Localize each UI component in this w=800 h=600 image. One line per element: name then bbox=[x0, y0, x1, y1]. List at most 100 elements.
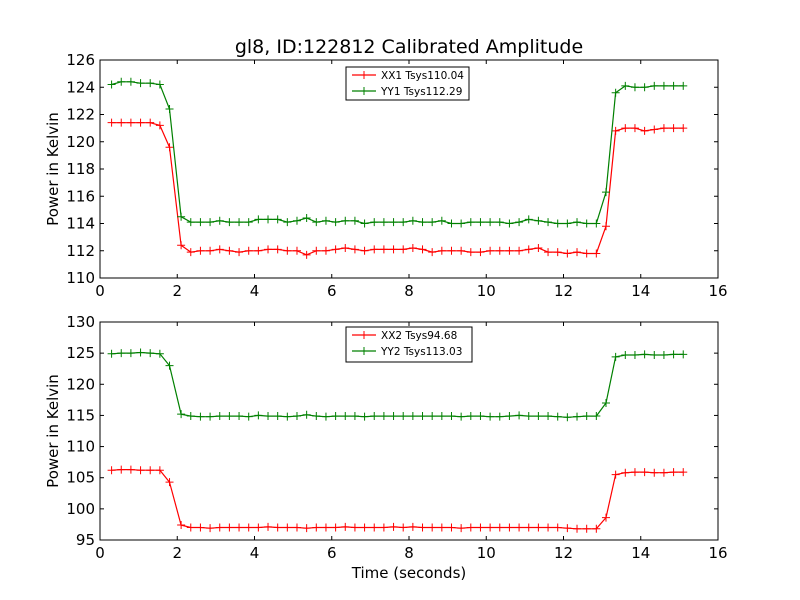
data-point-marker bbox=[206, 524, 215, 533]
data-point-marker bbox=[582, 412, 591, 421]
data-point-marker bbox=[486, 412, 495, 421]
legend-box bbox=[345, 326, 473, 363]
data-point-marker bbox=[466, 218, 475, 227]
data-point-marker bbox=[553, 412, 562, 421]
legend-box bbox=[345, 66, 470, 101]
legend-marker bbox=[360, 331, 368, 339]
data-point-marker bbox=[457, 412, 466, 421]
data-point-marker bbox=[350, 412, 359, 421]
data-point-marker bbox=[486, 246, 495, 255]
data-point-marker bbox=[563, 219, 572, 228]
plot-1: 0 2 4 6 8 10 12 14 16 110 112 114 116 118 120 122 124 126… bbox=[44, 51, 728, 300]
data-point-marker bbox=[235, 412, 244, 421]
data-point-marker bbox=[466, 248, 475, 257]
data-point-marker bbox=[186, 248, 195, 257]
legend-label: YY1 Tsys112.29 bbox=[380, 86, 462, 98]
data-point-marker bbox=[669, 124, 678, 133]
data-point-marker bbox=[418, 412, 427, 421]
data-point-marker bbox=[225, 412, 234, 421]
data-point-marker bbox=[107, 80, 116, 89]
data-point-marker bbox=[563, 249, 572, 258]
data-point-marker bbox=[244, 218, 253, 227]
data-point-marker bbox=[302, 524, 311, 533]
data-point-marker bbox=[515, 411, 524, 420]
data-point-marker bbox=[331, 523, 340, 532]
data-point-marker bbox=[341, 522, 350, 531]
data-point-marker bbox=[225, 523, 234, 532]
data-point-marker bbox=[244, 523, 253, 532]
data-point-marker bbox=[302, 250, 311, 259]
data-point-marker bbox=[292, 412, 301, 421]
data-point-marker bbox=[283, 523, 292, 532]
x-tick-label: 4 bbox=[250, 282, 260, 300]
data-point-marker bbox=[283, 246, 292, 255]
data-point-marker bbox=[235, 523, 244, 532]
data-point-marker bbox=[341, 244, 350, 253]
legend-label: YY2 Tsys113.03 bbox=[380, 346, 462, 358]
plots: 0 2 4 6 8 10 12 14 16110112114116118120122124126… bbox=[44, 51, 728, 562]
data-point-marker bbox=[399, 412, 408, 421]
legend-marker bbox=[360, 71, 368, 79]
data-point-marker bbox=[534, 523, 543, 532]
data-point-marker bbox=[126, 349, 135, 358]
data-point-marker bbox=[476, 412, 485, 421]
y-tick-label: 130 bbox=[66, 313, 95, 331]
data-point-marker bbox=[630, 468, 639, 477]
data-point-marker bbox=[186, 412, 195, 421]
data-point-marker bbox=[553, 248, 562, 257]
data-point-marker bbox=[341, 412, 350, 421]
data-point-marker bbox=[592, 219, 601, 228]
legend-label: XX2 Tsys94.68 bbox=[381, 330, 457, 342]
data-point-marker bbox=[659, 468, 668, 477]
data-point-marker bbox=[399, 245, 408, 254]
data-point-marker bbox=[408, 412, 417, 421]
x-tick-label: 6 bbox=[327, 282, 337, 300]
data-point-marker bbox=[621, 468, 630, 477]
data-point-marker bbox=[650, 351, 659, 360]
data-point-marker bbox=[136, 118, 145, 127]
data-point-marker bbox=[321, 412, 330, 421]
data-point-marker bbox=[273, 215, 282, 224]
data-point-marker bbox=[476, 218, 485, 227]
data-point-marker bbox=[563, 524, 572, 533]
data-point-marker bbox=[117, 465, 126, 474]
data-point-marker bbox=[659, 81, 668, 90]
data-point-marker bbox=[312, 412, 321, 421]
data-point-marker bbox=[146, 118, 155, 127]
x-tick-label: 2 bbox=[172, 282, 182, 300]
data-point-marker bbox=[418, 523, 427, 532]
data-point-marker bbox=[341, 216, 350, 225]
data-point-marker bbox=[495, 523, 504, 532]
data-point-marker bbox=[437, 523, 446, 532]
data-point-marker bbox=[640, 468, 649, 477]
y-axis-label: Power in Kelvin bbox=[44, 112, 62, 226]
data-point-marker bbox=[418, 245, 427, 254]
data-point-marker bbox=[515, 246, 524, 255]
data-point-marker bbox=[177, 410, 186, 419]
data-point-marker bbox=[177, 212, 186, 221]
x-tick-label: 10 bbox=[477, 544, 496, 562]
data-point-marker bbox=[524, 215, 533, 224]
data-point-marker bbox=[389, 522, 398, 531]
data-point-marker bbox=[534, 412, 543, 421]
data-point-marker bbox=[669, 81, 678, 90]
data-point-marker bbox=[505, 523, 514, 532]
y-tick-label: 110 bbox=[66, 269, 95, 287]
data-point-marker bbox=[428, 248, 437, 257]
x-tick-label: 8 bbox=[404, 544, 414, 562]
data-point-marker bbox=[196, 412, 205, 421]
data-point-marker bbox=[553, 523, 562, 532]
data-point-marker bbox=[476, 248, 485, 257]
data-point-marker bbox=[669, 350, 678, 359]
data-point-marker bbox=[495, 218, 504, 227]
data-point-marker bbox=[126, 118, 135, 127]
y-tick-label: 115 bbox=[66, 406, 95, 424]
data-point-marker bbox=[650, 468, 659, 477]
data-point-marker bbox=[235, 218, 244, 227]
data-point-marker bbox=[196, 218, 205, 227]
data-point-marker bbox=[592, 249, 601, 258]
data-point-marker bbox=[146, 79, 155, 88]
data-point-marker bbox=[399, 523, 408, 532]
data-point-marker bbox=[553, 219, 562, 228]
data-point-marker bbox=[515, 523, 524, 532]
